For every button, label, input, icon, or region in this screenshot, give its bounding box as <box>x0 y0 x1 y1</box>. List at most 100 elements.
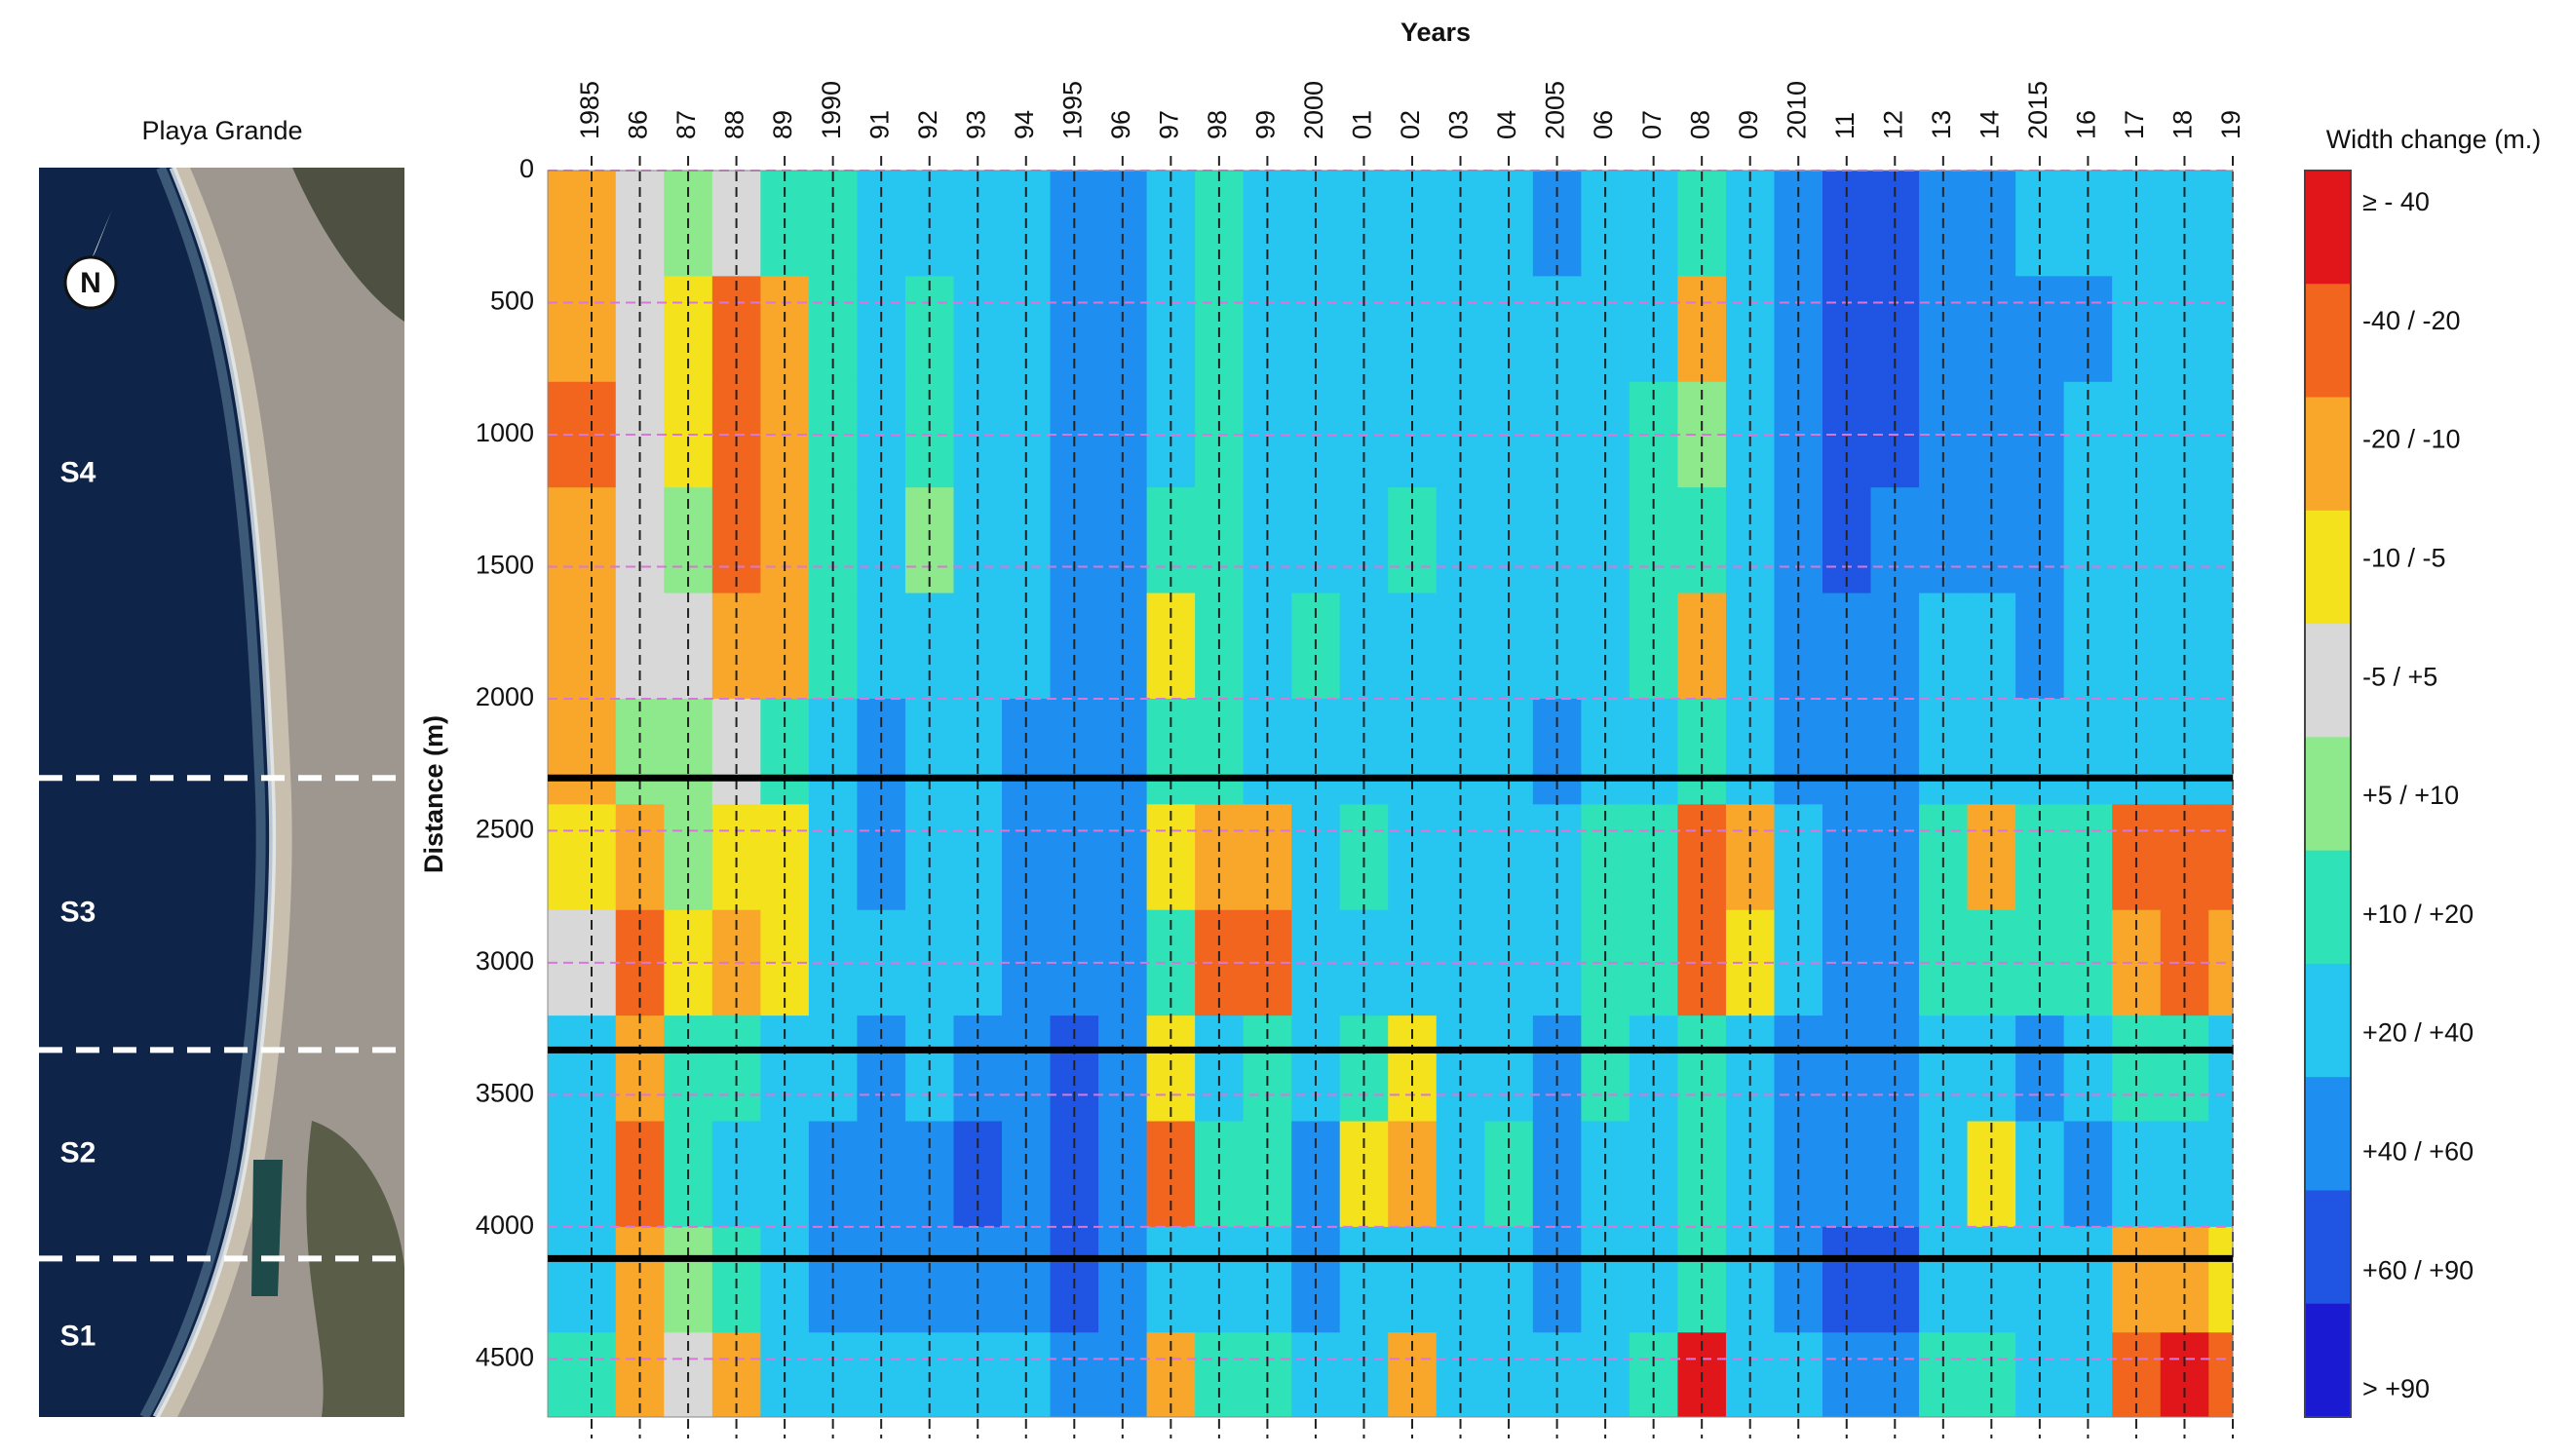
heatmap-cell <box>2208 171 2233 277</box>
colorbar-swatch <box>2305 397 2351 512</box>
y-tick-label: 1000 <box>476 418 534 447</box>
heatmap-cell <box>2208 487 2233 594</box>
x-tick-label: 03 <box>1444 110 1474 139</box>
y-tick-label: 500 <box>490 287 534 316</box>
heatmap-cell <box>548 1015 617 1123</box>
x-tick-label: 1990 <box>817 81 846 139</box>
x-tick-label: 07 <box>1637 110 1667 139</box>
y-tick-label: 0 <box>519 154 534 183</box>
heatmap-cell <box>2208 1332 2233 1417</box>
heatmap-cell <box>548 593 617 700</box>
colorbar-swatch <box>2305 850 2351 965</box>
north-label: N <box>80 267 101 299</box>
y-tick-label: 1500 <box>476 551 534 580</box>
x-tick-label: 11 <box>1830 112 1860 139</box>
section-label: S4 <box>60 457 96 489</box>
legend-label: -20 / -10 <box>2362 425 2461 454</box>
heatmap-cell <box>2208 1226 2233 1333</box>
x-tick-label: 02 <box>1396 110 1425 139</box>
x-tick-label: 06 <box>1589 110 1618 139</box>
heatmap-cell <box>2208 1121 2233 1228</box>
x-tick-label: 87 <box>671 110 701 139</box>
heatmap-cell <box>548 1226 617 1333</box>
x-tick-label: 17 <box>2120 110 2149 139</box>
x-tick-label: 14 <box>1975 110 2004 139</box>
colorbar-frame <box>2304 170 2352 1418</box>
heatmap-cell <box>2208 698 2233 805</box>
x-tick-label: 86 <box>624 110 653 139</box>
colorbar-swatch <box>2305 737 2351 852</box>
x-tick-label: 97 <box>1154 110 1183 139</box>
x-tick-label: 13 <box>1927 110 1956 139</box>
x-tick-label: 94 <box>1010 110 1039 139</box>
x-tick-label: 2010 <box>1782 81 1811 139</box>
north-arrow: N <box>63 210 118 310</box>
legend-label: +40 / +60 <box>2362 1137 2474 1167</box>
legend-label: +10 / +20 <box>2362 900 2474 929</box>
heatmap-cell <box>2208 593 2233 700</box>
x-axis-title: Years <box>1400 18 1471 47</box>
x-tick-label: 16 <box>2072 110 2101 139</box>
x-tick-label: 2005 <box>1541 81 1570 139</box>
plot-frame <box>547 170 2234 1418</box>
legend-label: -40 / -20 <box>2362 306 2461 335</box>
x-tick-label: 12 <box>1878 110 1907 139</box>
y-tick-label: 4500 <box>476 1343 534 1372</box>
legend-label: +5 / +10 <box>2362 781 2459 810</box>
colorbar-swatch <box>2305 1190 2351 1305</box>
x-tick-label: 18 <box>2168 110 2198 139</box>
x-tick-label: 96 <box>1106 110 1135 139</box>
legend-label: > +90 <box>2362 1374 2430 1403</box>
x-tick-label: 04 <box>1492 110 1521 139</box>
heatmap-cell <box>2208 276 2233 383</box>
y-tick-label: 2500 <box>476 815 534 844</box>
y-axis-title: Distance (m) <box>419 715 448 873</box>
y-tick-label: 2000 <box>476 682 534 711</box>
x-tick-label: 91 <box>864 110 894 139</box>
heatmap <box>548 171 2233 1417</box>
x-tick-label: 88 <box>720 110 749 139</box>
legend-label: +20 / +40 <box>2362 1018 2474 1048</box>
y-tick-label: 3500 <box>476 1079 534 1108</box>
x-tick-label: 09 <box>1734 110 1763 139</box>
section-label: S2 <box>60 1136 96 1169</box>
x-tick-label: 1985 <box>575 81 604 139</box>
colorbar-swatch <box>2305 624 2351 738</box>
colorbar-swatch <box>2305 171 2351 285</box>
heatmap-cell <box>548 804 617 911</box>
legend-label: +60 / +90 <box>2362 1255 2474 1284</box>
map-title: Playa Grande <box>141 116 302 145</box>
heatmap-cell <box>548 171 617 277</box>
colorbar-swatch <box>2305 510 2351 625</box>
section-label: S1 <box>60 1321 96 1353</box>
x-tick-label: 98 <box>1203 110 1232 139</box>
y-tick-label: 3000 <box>476 946 534 976</box>
x-tick-label: 19 <box>2216 110 2245 139</box>
heatmap-cell <box>548 276 617 383</box>
x-tick-label: 89 <box>768 110 797 139</box>
satellite-image <box>39 168 404 1417</box>
x-tick-label: 1995 <box>1057 81 1087 139</box>
legend-label: ≥ - 40 <box>2362 187 2430 216</box>
y-tick-label: 4000 <box>476 1210 534 1240</box>
colorbar-swatch <box>2305 284 2351 399</box>
heatmap-cell <box>548 1332 617 1417</box>
heatmap-cell <box>548 487 617 594</box>
legend-label: -10 / -5 <box>2362 544 2446 573</box>
heatmap-cell <box>2208 804 2233 911</box>
heatmap-cell <box>2208 1015 2233 1123</box>
x-tick-label: 2015 <box>2023 81 2052 139</box>
section-label: S3 <box>60 897 96 929</box>
x-tick-label: 92 <box>913 110 942 139</box>
x-tick-label: 08 <box>1685 110 1714 139</box>
x-tick-label: 99 <box>1251 110 1281 139</box>
colorbar-swatch <box>2305 963 2351 1078</box>
colorbar-swatch <box>2305 1077 2351 1191</box>
x-tick-label: 01 <box>1348 110 1377 139</box>
legend-label: -5 / +5 <box>2362 662 2437 691</box>
colorbar-swatch <box>2305 1303 2351 1418</box>
heatmap-cell <box>548 1121 617 1228</box>
x-tick-label: 93 <box>961 110 990 139</box>
x-tick-label: 2000 <box>1299 81 1328 139</box>
